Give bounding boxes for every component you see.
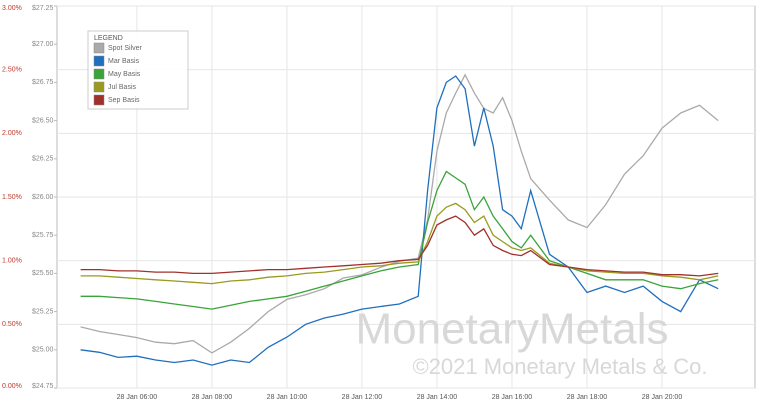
y2-tick-label: $25.75 (32, 232, 54, 239)
y-tick-label: 2.50% (2, 67, 22, 74)
y2-tick-label: $26.25 (32, 156, 54, 163)
y2-tick-label: $27.00 (32, 41, 54, 48)
legend-swatch (93, 81, 105, 93)
legend-swatch (93, 55, 105, 67)
x-tick-label: 28 Jan 14:00 (417, 394, 458, 401)
x-tick-label: 28 Jan 10:00 (267, 394, 308, 401)
series-line (80, 202, 719, 285)
legend-title: LEGEND (94, 35, 123, 42)
copyright: ©2021 Monetary Metals & Co. (412, 354, 707, 379)
legend-label: Mar Basis (108, 58, 140, 65)
y2-tick-label: $26.00 (32, 194, 54, 201)
y-tick-label: 2.00% (2, 130, 22, 137)
x-tick-label: 28 Jan 06:00 (117, 394, 158, 401)
y2-tick-label: $26.50 (32, 117, 54, 124)
x-tick-label: 28 Jan 12:00 (342, 394, 383, 401)
series-line (80, 75, 719, 366)
legend-label: Jul Basis (108, 84, 137, 91)
y-tick-label: 1.00% (2, 258, 22, 265)
y-tick-label: 1.50% (2, 194, 22, 201)
series-line (80, 215, 719, 277)
y2-tick-label: $25.00 (32, 347, 54, 354)
x-tick-label: 28 Jan 18:00 (567, 394, 608, 401)
legend-swatch (93, 94, 105, 106)
legend-label: Spot Silver (108, 45, 143, 52)
series-line (80, 73, 719, 354)
legend-label: Sep Basis (108, 97, 140, 104)
legend-box (87, 30, 189, 110)
legend-swatch (93, 42, 105, 54)
legend-swatch (93, 68, 105, 80)
watermark: MonetaryMetals (355, 305, 668, 354)
x-tick-label: 28 Jan 20:00 (642, 394, 683, 401)
series-line (80, 170, 719, 310)
legend-label: May Basis (108, 71, 141, 78)
y2-tick-label: $27.25 (32, 5, 54, 12)
y2-tick-label: $24.75 (32, 383, 54, 390)
y-tick-label: 0.00% (2, 383, 22, 390)
y-tick-label: 3.00% (2, 5, 22, 12)
y2-tick-label: $25.25 (32, 308, 54, 315)
x-tick-label: 28 Jan 08:00 (192, 394, 233, 401)
y2-tick-label: $25.50 (32, 270, 54, 277)
y2-tick-label: $26.75 (32, 79, 54, 86)
x-tick-label: 28 Jan 16:00 (492, 394, 533, 401)
y-tick-label: 0.50% (2, 321, 22, 328)
